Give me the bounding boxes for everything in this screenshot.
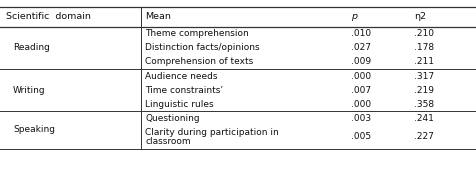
Text: Mean: Mean (145, 12, 171, 21)
Text: .210: .210 (413, 29, 433, 38)
Text: .358: .358 (413, 100, 433, 109)
Text: .003: .003 (350, 114, 370, 123)
Text: p: p (350, 12, 356, 21)
Text: .219: .219 (413, 86, 433, 95)
Text: Reading: Reading (13, 43, 50, 52)
Text: .211: .211 (413, 57, 433, 66)
Text: .009: .009 (350, 57, 370, 66)
Text: Clarity during participation in: Clarity during participation in (145, 128, 278, 137)
Text: η2: η2 (413, 12, 425, 21)
Text: .000: .000 (350, 72, 370, 80)
Text: .227: .227 (413, 132, 433, 142)
Text: Questioning: Questioning (145, 114, 200, 123)
Text: .007: .007 (350, 86, 370, 95)
Text: classroom: classroom (145, 137, 191, 146)
Text: .005: .005 (350, 132, 370, 142)
Text: Distinction facts/opinions: Distinction facts/opinions (145, 43, 259, 52)
Text: .317: .317 (413, 72, 433, 80)
Text: Theme comprehension: Theme comprehension (145, 29, 249, 38)
Text: .000: .000 (350, 100, 370, 109)
Text: Scientific  domain: Scientific domain (6, 12, 90, 21)
Text: .027: .027 (350, 43, 370, 52)
Text: .178: .178 (413, 43, 433, 52)
Text: Linguistic rules: Linguistic rules (145, 100, 214, 109)
Text: Comprehension of texts: Comprehension of texts (145, 57, 253, 66)
Text: .010: .010 (350, 29, 370, 38)
Text: Audience needs: Audience needs (145, 72, 218, 80)
Text: .241: .241 (413, 114, 433, 123)
Text: Writing: Writing (13, 86, 45, 95)
Text: Time constraints’: Time constraints’ (145, 86, 223, 95)
Text: Speaking: Speaking (13, 125, 55, 135)
